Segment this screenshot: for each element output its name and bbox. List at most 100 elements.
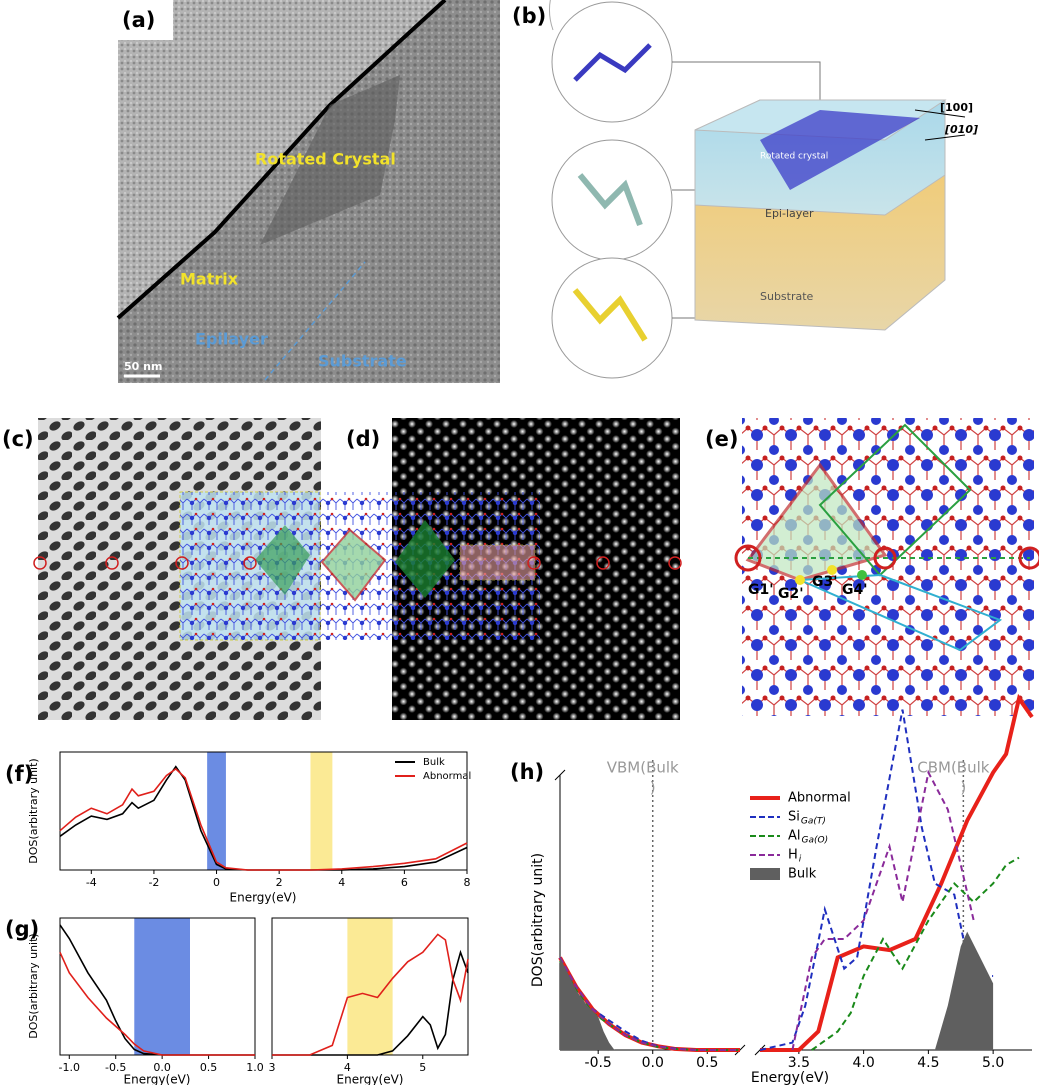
polyhedron [255,525,310,595]
band [310,752,333,870]
x-tick-label: 2 [276,876,283,889]
markers [33,556,682,570]
band [134,918,190,1055]
tem-amorphous [118,0,445,318]
molecule [577,173,643,227]
bracket [549,0,554,31]
site [795,575,805,585]
x-axis-label: Energy(eV) [751,1070,829,1085]
x-tick-label: 0.0 [153,1061,171,1074]
x-tick-label: -2 [148,876,159,889]
y-axis-label: DOS(arbitrary unit) [27,758,40,863]
reference-label: ) [960,779,966,797]
molecule [572,288,648,342]
x-tick-label: 0.5 [200,1061,218,1074]
legend-label: Al [788,829,801,844]
layer-label: Rotated crystal [760,152,828,162]
reference-label: VBM(Bulk [607,759,679,777]
polyhedron [395,520,455,598]
legend-label: Bulk [423,757,445,768]
panel-label: (c) [2,427,34,451]
site-label: G3' [812,574,838,590]
legend-label: Abnormal [788,791,851,806]
scale-label: 50 nm [124,360,162,373]
band [207,752,226,870]
charts: -4 -2 0 2 4 6 8 (f) Energy(eV) DOS(arbitrary unit… [5,693,1034,1087]
rotated-crystal-region [260,75,400,245]
x-tick-label: -0.5 [585,1055,612,1071]
polyhedron [818,423,972,577]
x-tick-label: 3.5 [788,1055,810,1071]
axis-break [554,769,566,781]
legend-label: Abnormal [423,771,471,782]
line [59,924,469,1056]
x-tick-label: 1.0 [246,1061,264,1074]
layer-label: Epi-layer [765,207,814,220]
panel-label: (h) [510,760,544,784]
x-tick-label: 8 [464,876,471,889]
inset-circle [551,257,673,379]
x-axis-label: Energy(eV) [124,1073,191,1086]
cell [799,573,1003,652]
interface-line [264,261,366,381]
y-axis-label: DOS(arbitrary unit) [530,853,546,987]
site-label: G1' [748,582,774,598]
site [827,565,837,575]
label-bg [118,0,173,40]
direction-label: [010] [944,123,978,136]
x-tick-label: 3 [269,1061,276,1074]
panel-b: (b) [100] [010] Rotated crystal Epi-laye… [512,0,978,379]
polyhedron [320,528,387,602]
overlay [459,544,536,581]
reference-label: CBM(Bulk [917,759,990,777]
x-axis-label: Energy(eV) [230,891,297,905]
polyhedron [745,462,888,582]
line [59,767,468,871]
x-tick-label: 4.0 [852,1055,874,1071]
x-tick-label: 0 [213,876,220,889]
legend-swatch [750,868,780,880]
x-tick-label: 4 [344,1061,351,1074]
panel-label: (f) [5,762,33,786]
site-label: G4' [842,582,868,598]
rotated-crystal [760,110,920,190]
legend-label: H [788,848,798,863]
area [560,931,994,1050]
annotation: Substrate [318,352,407,371]
layer-label: Substrate [760,290,814,303]
x-tick-label: 4.5 [917,1055,939,1071]
band [347,918,393,1055]
legend-label-subscript: i [799,855,802,865]
axis-arrow [914,109,966,118]
panel-e: (e) G1' G2' G3' G4' [705,418,1039,716]
x-tick-label: -0.5 [105,1061,126,1074]
panel-label: (d) [346,427,380,451]
direction-label: [100] [940,101,973,114]
legend-label-subscript: Ga(T) [801,817,826,827]
site-label: G2' [778,586,804,602]
molecule [573,43,652,82]
x-tick-label: 5 [419,1061,426,1074]
line [59,933,469,1056]
x-tick-label: 4 [338,876,345,889]
x-tick-label: 6 [401,876,408,889]
x-tick-label: -1.0 [59,1061,80,1074]
axis-arrow [924,134,966,141]
legend-label: Bulk [788,867,817,882]
panel-label: (b) [512,4,546,28]
panel-label: (e) [705,427,738,451]
x-axis-label: Energy(eV) [337,1073,404,1086]
y-axis-label: DOS(arbitrary unit) [27,933,40,1038]
markers [734,544,1039,572]
panel-a: (a) Rotated Crystal Matrix Epilayer Subs… [116,0,500,383]
annotation: Rotated Crystal [255,150,396,169]
site [857,570,867,580]
axes-frame [59,751,468,871]
reference-label: ) [650,779,656,797]
legend-label: Si [788,810,800,825]
panel-cd: (c) (d) [2,418,682,720]
x-tick-label: -4 [86,876,97,889]
x-tick-label: 5.0 [982,1055,1004,1071]
annotation: Matrix [180,270,239,289]
